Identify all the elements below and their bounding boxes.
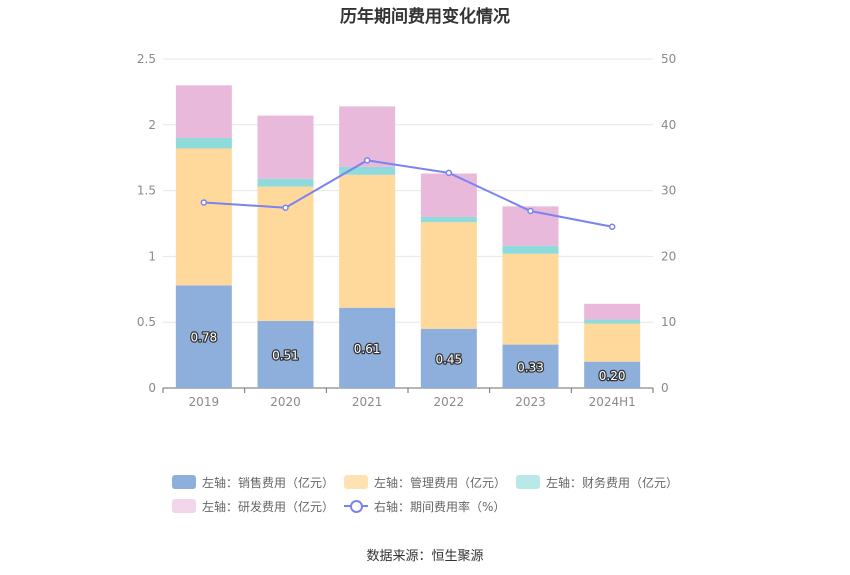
- y-right-tick-label: 40: [661, 118, 676, 132]
- data-label: 0.61: [354, 342, 381, 356]
- y-right-tick-label: 30: [661, 184, 676, 198]
- data-label: 0.51: [272, 348, 299, 362]
- bar-admin: [175, 148, 232, 286]
- y-left-tick-label: 2.5: [137, 52, 156, 66]
- legend-item-rd[interactable]: 左轴：研发费用（亿元）: [172, 498, 344, 515]
- bar-rd: [584, 303, 641, 320]
- bar-sales: [339, 307, 396, 388]
- x-tick-label: 2020: [270, 395, 301, 409]
- x-tick-label: 2024H1: [589, 395, 636, 409]
- y-left-tick-label: 2: [148, 118, 156, 132]
- legend-swatch-admin: [344, 475, 368, 489]
- bar-admin: [584, 323, 641, 362]
- data-label: 0.78: [190, 331, 217, 345]
- legend-line-rate-icon: [344, 499, 368, 513]
- legend-swatch-rd: [172, 499, 196, 513]
- bar-finance: [257, 178, 314, 187]
- bar-admin: [339, 174, 396, 308]
- data-label: 0.33: [517, 360, 544, 374]
- legend-label-sales: 左轴：销售费用（亿元）: [202, 475, 335, 490]
- bar-sales: [175, 285, 232, 388]
- rate-point: [527, 207, 534, 215]
- bar-rd: [257, 115, 314, 179]
- bar-rd: [175, 85, 232, 138]
- bar-sales: [502, 344, 559, 388]
- rate-point: [608, 223, 616, 231]
- y-left-tick-label: 1: [148, 249, 156, 263]
- y-left-tick-label: 1.5: [137, 184, 156, 198]
- bar-rd: [420, 173, 477, 217]
- bar-finance: [584, 319, 641, 324]
- legend-swatch-sales: [172, 475, 196, 489]
- rate-point: [445, 169, 453, 177]
- source-note: 数据来源：恒生聚源: [366, 549, 484, 564]
- y-right-tick-label: 20: [661, 249, 676, 263]
- bar-sales: [420, 328, 477, 388]
- data-label: 0.45: [435, 352, 462, 366]
- bar-finance: [502, 245, 559, 254]
- x-tick-label: 2021: [352, 395, 383, 409]
- rate-line: [203, 159, 613, 228]
- bar-finance: [339, 166, 396, 175]
- y-right-tick-label: 10: [661, 315, 676, 329]
- chart-canvas: 0 0 0.5 10 1 20 1.5 30 2 40 2.5 50 2019 2020 2021 2022 2…: [137, 52, 676, 409]
- rate-point: [200, 199, 208, 206]
- y-right-tick-label: 0: [661, 381, 669, 395]
- legend-item-admin[interactable]: 左轴：管理费用（亿元）: [344, 474, 516, 491]
- bar-sales: [584, 361, 641, 388]
- rate-point: [282, 204, 289, 211]
- legend-label-rate: 右轴：期间费用率（%）: [374, 499, 506, 514]
- x-tick-label: 2023: [515, 395, 546, 409]
- rate-point: [363, 157, 371, 164]
- y-right-tick-label: 50: [661, 52, 676, 66]
- chart-legend: 左轴：销售费用（亿元） 左轴：管理费用（亿元） 左轴：财务费用（亿元） 左轴：研…: [172, 470, 712, 518]
- legend-item-sales[interactable]: 左轴：销售费用（亿元）: [172, 474, 344, 491]
- data-label: 0.20: [599, 369, 626, 383]
- y-left-tick-label: 0: [148, 381, 156, 395]
- chart-title: 历年期间费用变化情况: [340, 7, 510, 27]
- legend-item-rate[interactable]: 右轴：期间费用率（%）: [344, 498, 516, 515]
- legend-label-rd: 左轴：研发费用（亿元）: [202, 499, 335, 514]
- x-tick-label: 2022: [434, 395, 465, 409]
- y-left-tick-label: 0.5: [137, 315, 156, 329]
- bar-admin: [502, 253, 559, 345]
- x-tick-label: 2019: [189, 395, 220, 409]
- legend-label-admin: 左轴：管理费用（亿元）: [374, 475, 507, 490]
- legend-label-finance: 左轴：财务费用（亿元）: [546, 475, 679, 490]
- bar-rd: [339, 106, 396, 167]
- bar-admin: [420, 222, 477, 329]
- bar-sales: [257, 320, 314, 388]
- bar-finance: [175, 137, 232, 149]
- bar-finance: [420, 216, 477, 223]
- legend-item-finance[interactable]: 左轴：财务费用（亿元）: [516, 474, 688, 491]
- legend-swatch-finance: [516, 475, 540, 489]
